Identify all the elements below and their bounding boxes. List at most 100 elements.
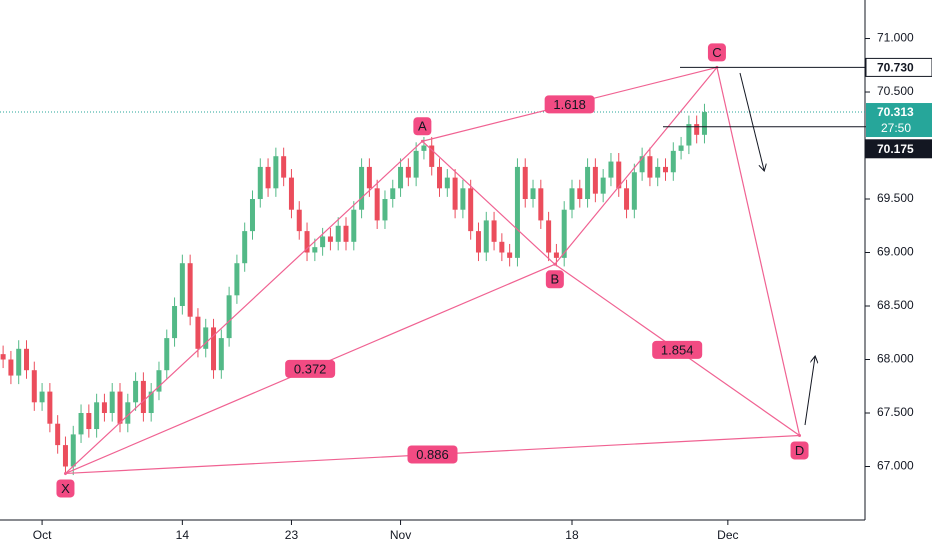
candle-body: [405, 166, 411, 178]
candle-body: [663, 166, 669, 173]
ratio-badge: [407, 445, 458, 464]
candle-body: [16, 348, 22, 376]
candle-body: [507, 252, 513, 258]
candle-body: [23, 348, 29, 371]
candle-body: [475, 231, 481, 253]
y-tick-label: 69.500: [877, 191, 914, 205]
point-label: D: [795, 443, 804, 458]
candle-body: [569, 188, 575, 210]
candle-body: [8, 359, 14, 376]
candle-body: [288, 177, 294, 210]
candle-body: [109, 391, 115, 414]
candle-body: [366, 166, 372, 189]
candle-body: [133, 380, 139, 403]
candle-body: [624, 188, 630, 210]
candle-body: [413, 150, 419, 178]
candle-body: [62, 445, 68, 467]
y-tick-label: 69.000: [877, 245, 914, 259]
candle-body: [55, 423, 61, 446]
candle-body: [553, 252, 559, 258]
candle-body: [281, 156, 287, 178]
candle-body: [382, 199, 388, 221]
pattern-point: [798, 433, 802, 437]
candle-body: [421, 145, 427, 151]
candle-body: [359, 166, 365, 210]
candle-body: [444, 177, 450, 189]
countdown: 27:50: [881, 121, 911, 135]
candle-body: [452, 177, 458, 210]
point-badge: [545, 270, 564, 289]
candle-body: [265, 166, 271, 189]
candle-body: [437, 166, 443, 189]
point-badge: [413, 117, 432, 136]
pattern-point: [553, 262, 557, 266]
annotation-arrows: [739, 72, 815, 426]
candle-body: [647, 156, 653, 178]
ratio-label: 1.618: [553, 97, 586, 112]
ratio-label: 0.886: [416, 447, 449, 462]
ratio-label: 1.854: [661, 342, 694, 357]
y-tick-label: 68.500: [877, 298, 914, 312]
arrow-down: [739, 72, 764, 170]
y-tick-label: 67.500: [877, 405, 914, 419]
candle-body: [296, 209, 302, 232]
candle-body: [31, 370, 37, 403]
candle-body: [530, 188, 536, 200]
ratio-badge: [652, 340, 703, 359]
pattern-line: [554, 67, 718, 265]
x-tick-label: 18: [565, 528, 579, 542]
candle-body: [639, 156, 645, 173]
point-label: C: [712, 45, 721, 60]
candle-body: [398, 166, 404, 189]
candle-body: [655, 166, 661, 178]
candle-body: [701, 112, 707, 135]
candle-body: [101, 402, 107, 414]
candle-body: [164, 338, 170, 371]
candle-body: [195, 316, 201, 349]
point-label: A: [418, 119, 427, 134]
candle-body: [249, 199, 255, 232]
candle-body: [156, 370, 162, 392]
candle-body: [631, 172, 637, 210]
ratio-badge: [544, 95, 595, 114]
candle-body: [491, 220, 497, 242]
candle-body: [172, 306, 178, 339]
price-level-badge: [865, 139, 932, 159]
candle-body: [670, 150, 676, 173]
y-tick-label: 71.000: [877, 31, 914, 45]
x-tick-label: 23: [285, 528, 299, 542]
candle-body: [148, 391, 154, 414]
pattern-line: [65, 140, 423, 474]
candle-body: [78, 413, 84, 435]
candle-body: [70, 434, 76, 467]
point-badge: [707, 43, 726, 62]
candle-body: [257, 166, 263, 200]
candle-body: [94, 402, 100, 430]
candle-body: [140, 380, 146, 414]
current-price-label: 70.313: [877, 105, 914, 119]
candle-body: [226, 295, 232, 339]
pattern-point: [63, 471, 67, 475]
point-badge: [56, 479, 75, 498]
candle-body: [218, 338, 224, 371]
candle-body: [179, 263, 185, 307]
candle-body: [351, 209, 357, 242]
candle-body: [694, 124, 700, 135]
candle-body: [187, 263, 193, 317]
arrow-up: [804, 357, 815, 426]
candle-body: [616, 161, 622, 189]
candle-body: [460, 188, 466, 210]
y-tick-label: 70.500: [877, 84, 914, 98]
candle-body: [585, 166, 591, 200]
candle-body: [0, 354, 6, 360]
candle-body: [125, 402, 131, 424]
candle-body: [522, 166, 528, 200]
candle-body: [39, 391, 45, 403]
candle-body: [514, 166, 520, 258]
pattern-line: [421, 140, 556, 265]
candle-body: [320, 236, 326, 248]
candle-body: [429, 145, 435, 167]
candle-body: [327, 236, 333, 242]
point-label: B: [551, 272, 560, 287]
